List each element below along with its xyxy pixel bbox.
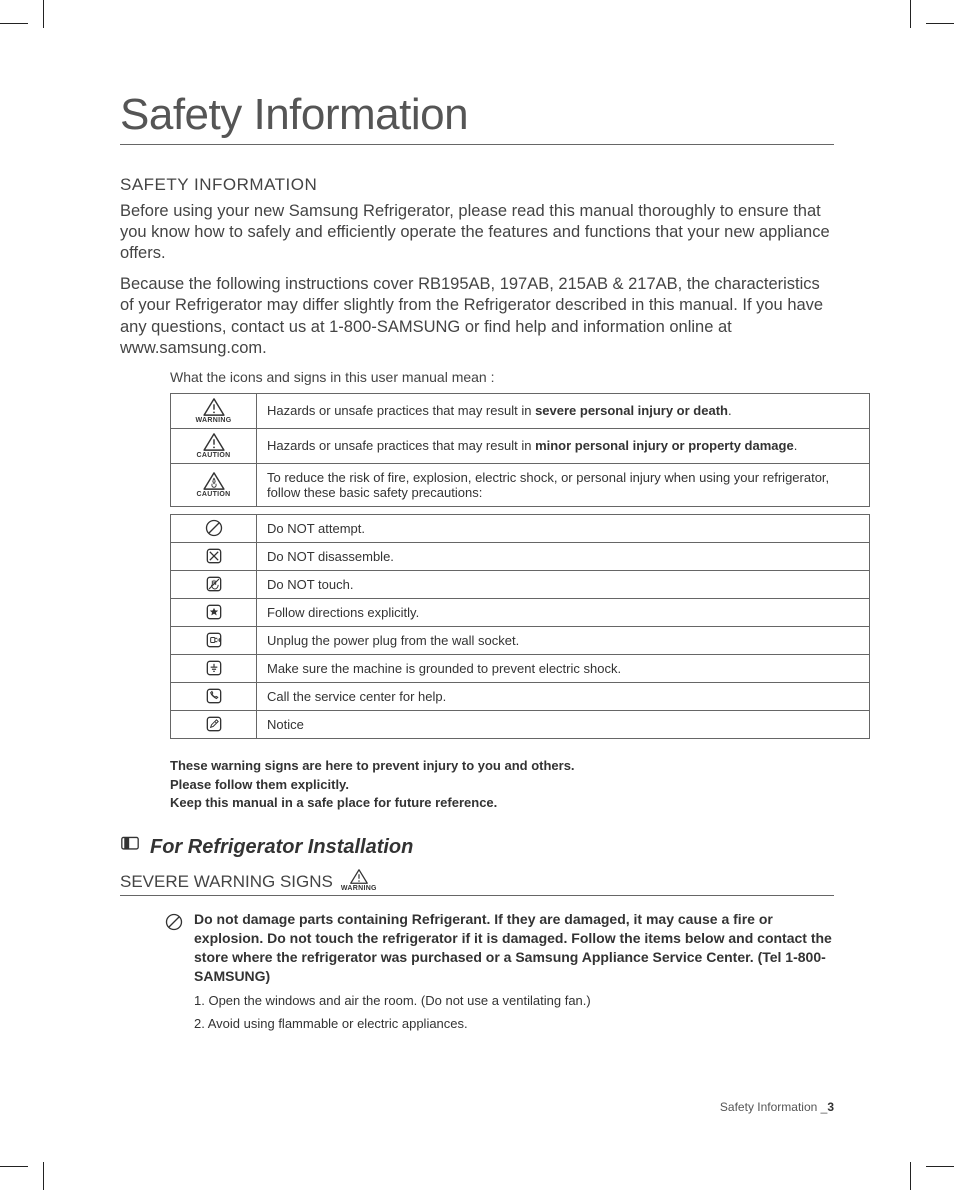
caution-triangle-icon bbox=[203, 433, 225, 451]
notice-pencil-icon bbox=[204, 714, 224, 734]
table-row: Follow directions explicitly. bbox=[171, 598, 870, 626]
table-row: Call the service center for help. bbox=[171, 682, 870, 710]
bookmark-icon bbox=[120, 835, 140, 859]
prohibit-icon bbox=[204, 518, 224, 538]
call-phone-icon bbox=[204, 686, 224, 706]
unplug-icon-cell bbox=[171, 626, 257, 654]
intro-paragraph-2: Because the following instructions cover… bbox=[120, 274, 834, 358]
table-row: Make sure the machine is grounded to pre… bbox=[171, 654, 870, 682]
severe-warning-heading-row: SEVERE WARNING SIGNS WARNING bbox=[120, 869, 834, 896]
table-row: Do NOT attempt. bbox=[171, 514, 870, 542]
ground-icon bbox=[204, 658, 224, 678]
no-touch-icon-cell bbox=[171, 570, 257, 598]
note-line: These warning signs are here to prevent … bbox=[170, 757, 834, 776]
instruction-bold: Do not damage parts containing Refrigera… bbox=[194, 911, 832, 984]
notice-icon-cell bbox=[171, 710, 257, 738]
intro-paragraph-1: Before using your new Samsung Refrigerat… bbox=[120, 201, 834, 264]
page-number: 3 bbox=[827, 1100, 834, 1114]
table-row: Unplug the power plug from the wall sock… bbox=[171, 626, 870, 654]
prohibit-icon-cell bbox=[171, 514, 257, 542]
warning-note-block: These warning signs are here to prevent … bbox=[170, 757, 834, 814]
subsection-title: For Refrigerator Installation bbox=[150, 836, 413, 859]
note-line: Please follow them explicitly. bbox=[170, 776, 834, 795]
icon-label: CAUTION bbox=[175, 452, 252, 459]
prohibit-icon bbox=[164, 912, 184, 1033]
icon-label: CAUTION bbox=[175, 491, 252, 498]
instruction-sub-2: 2. Avoid using flammable or electric app… bbox=[194, 1015, 834, 1033]
severe-warning-heading: SEVERE WARNING SIGNS bbox=[120, 872, 333, 892]
symbol-description: Make sure the machine is grounded to pre… bbox=[257, 654, 870, 682]
symbol-description: Unplug the power plug from the wall sock… bbox=[257, 626, 870, 654]
table-row: Notice bbox=[171, 710, 870, 738]
warning-triangle-icon bbox=[350, 869, 368, 884]
table-row: CAUTION To reduce the risk of fire, expl… bbox=[171, 463, 870, 506]
no-disassemble-icon-cell bbox=[171, 542, 257, 570]
table-row: Do NOT disassemble. bbox=[171, 542, 870, 570]
no-disassemble-icon bbox=[204, 546, 224, 566]
lead-in-text: What the icons and signs in this user ma… bbox=[170, 369, 834, 385]
symbol-description: Follow directions explicitly. bbox=[257, 598, 870, 626]
instruction-text: Do not damage parts containing Refrigera… bbox=[194, 910, 834, 1033]
symbol-description: Hazards or unsafe practices that may res… bbox=[257, 428, 870, 463]
icon-label: WARNING bbox=[175, 417, 252, 424]
call-icon-cell bbox=[171, 682, 257, 710]
symbol-description: Do NOT touch. bbox=[257, 570, 870, 598]
ground-icon-cell bbox=[171, 654, 257, 682]
footer-label: Safety Information _ bbox=[720, 1100, 827, 1114]
caution-fire-triangle-icon bbox=[203, 472, 225, 490]
icon-label: WARNING bbox=[341, 885, 377, 892]
subsection-header: For Refrigerator Installation bbox=[120, 835, 834, 859]
warning-triangle-icon bbox=[203, 398, 225, 416]
table-row: Do NOT touch. bbox=[171, 570, 870, 598]
instruction-sub-1: 1. Open the windows and air the room. (D… bbox=[194, 992, 834, 1010]
symbol-meaning-table: WARNING Hazards or unsafe practices that… bbox=[170, 393, 870, 739]
follow-star-icon bbox=[204, 602, 224, 622]
symbol-description: Notice bbox=[257, 710, 870, 738]
instruction-block: Do not damage parts containing Refrigera… bbox=[164, 910, 834, 1033]
symbol-description: Do NOT disassemble. bbox=[257, 542, 870, 570]
caution-icon-cell: CAUTION bbox=[171, 428, 257, 463]
caution-fire-icon-cell: CAUTION bbox=[171, 463, 257, 506]
symbol-description: To reduce the risk of fire, explosion, e… bbox=[257, 463, 870, 506]
symbol-description: Call the service center for help. bbox=[257, 682, 870, 710]
table-row: WARNING Hazards or unsafe practices that… bbox=[171, 393, 870, 428]
no-touch-icon bbox=[204, 574, 224, 594]
note-line: Keep this manual in a safe place for fut… bbox=[170, 794, 834, 813]
warning-icon-cell: WARNING bbox=[171, 393, 257, 428]
follow-icon-cell bbox=[171, 598, 257, 626]
warning-icon-small: WARNING bbox=[341, 869, 377, 892]
symbol-description: Hazards or unsafe practices that may res… bbox=[257, 393, 870, 428]
section-heading: SAFETY INFORMATION bbox=[120, 175, 834, 195]
unplug-icon bbox=[204, 630, 224, 650]
page-title: Safety Information bbox=[120, 90, 834, 145]
table-row: CAUTION Hazards or unsafe practices that… bbox=[171, 428, 870, 463]
page-footer: Safety Information _3 bbox=[720, 1100, 834, 1114]
symbol-description: Do NOT attempt. bbox=[257, 514, 870, 542]
